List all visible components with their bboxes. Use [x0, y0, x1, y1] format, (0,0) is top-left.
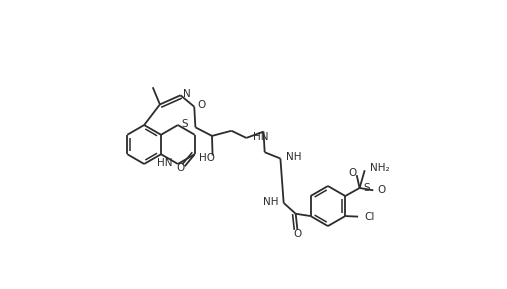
Text: HO: HO	[199, 153, 215, 163]
Text: O: O	[176, 163, 185, 173]
Text: N: N	[184, 89, 191, 99]
Text: O: O	[377, 185, 386, 195]
Text: NH₂: NH₂	[371, 163, 390, 173]
Text: S: S	[363, 183, 370, 193]
Text: HN: HN	[157, 158, 173, 168]
Text: O: O	[349, 168, 357, 178]
Text: O: O	[198, 100, 206, 110]
Text: O: O	[294, 229, 302, 238]
Text: Cl: Cl	[365, 212, 375, 222]
Text: NH: NH	[263, 197, 278, 207]
Text: HN: HN	[252, 132, 268, 142]
Text: NH: NH	[286, 152, 302, 162]
Text: S: S	[181, 119, 188, 129]
